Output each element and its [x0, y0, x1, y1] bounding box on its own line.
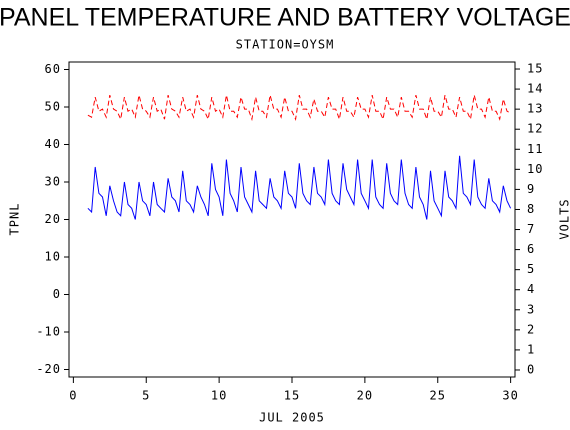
x-tick-label: 30 — [502, 389, 518, 403]
y2-tick-label: 14 — [527, 82, 543, 96]
y-tick-label: 30 — [45, 175, 61, 189]
x-tick-label: 0 — [69, 389, 77, 403]
x-tick-label: 5 — [142, 389, 150, 403]
series-line — [87, 94, 511, 122]
y2-tick-label: 3 — [527, 302, 535, 316]
y2-tick-label: 13 — [527, 102, 543, 116]
y2-tick-label: 8 — [527, 202, 535, 216]
y2-tick-label: 15 — [527, 62, 543, 76]
y-tick-label: 0 — [53, 287, 61, 301]
x-tick-label: 15 — [284, 389, 300, 403]
y-tick-label: -20 — [36, 362, 61, 376]
x-tick-label: 25 — [430, 389, 446, 403]
x-axis-label: JUL 2005 — [259, 411, 325, 425]
y2-tick-label: 4 — [527, 282, 535, 296]
y-tick-label: 10 — [45, 250, 61, 264]
y2-tick-label: 12 — [527, 122, 543, 136]
y2-tick-label: 2 — [527, 322, 535, 336]
chart-title: PANEL TEMPERATURE AND BATTERY VOLTAGE — [0, 4, 570, 32]
y2-tick-label: 0 — [527, 362, 535, 376]
y2-tick-label: 10 — [527, 162, 543, 176]
y2-axis-label: VOLTS — [558, 198, 570, 239]
y-tick-label: -10 — [36, 325, 61, 339]
y2-tick-label: 9 — [527, 182, 535, 196]
x-tick-label: 10 — [211, 389, 227, 403]
y-tick-label: 20 — [45, 212, 61, 226]
y2-tick-label: 6 — [527, 242, 535, 256]
y2-tick-label: 5 — [527, 262, 535, 276]
series-line — [87, 155, 512, 220]
y2-tick-label: 1 — [527, 342, 535, 356]
plot-frame — [68, 61, 516, 378]
y2-tick-label: 7 — [527, 222, 535, 236]
y-tick-label: 40 — [45, 137, 61, 151]
y-axis-label: TPNL — [8, 203, 22, 236]
x-tick-label: 20 — [357, 389, 373, 403]
chart-subtitle: STATION=OYSM — [236, 38, 335, 52]
y2-tick-label: 11 — [527, 142, 543, 156]
y-tick-label: 50 — [45, 100, 61, 114]
y-tick-label: 60 — [45, 62, 61, 76]
